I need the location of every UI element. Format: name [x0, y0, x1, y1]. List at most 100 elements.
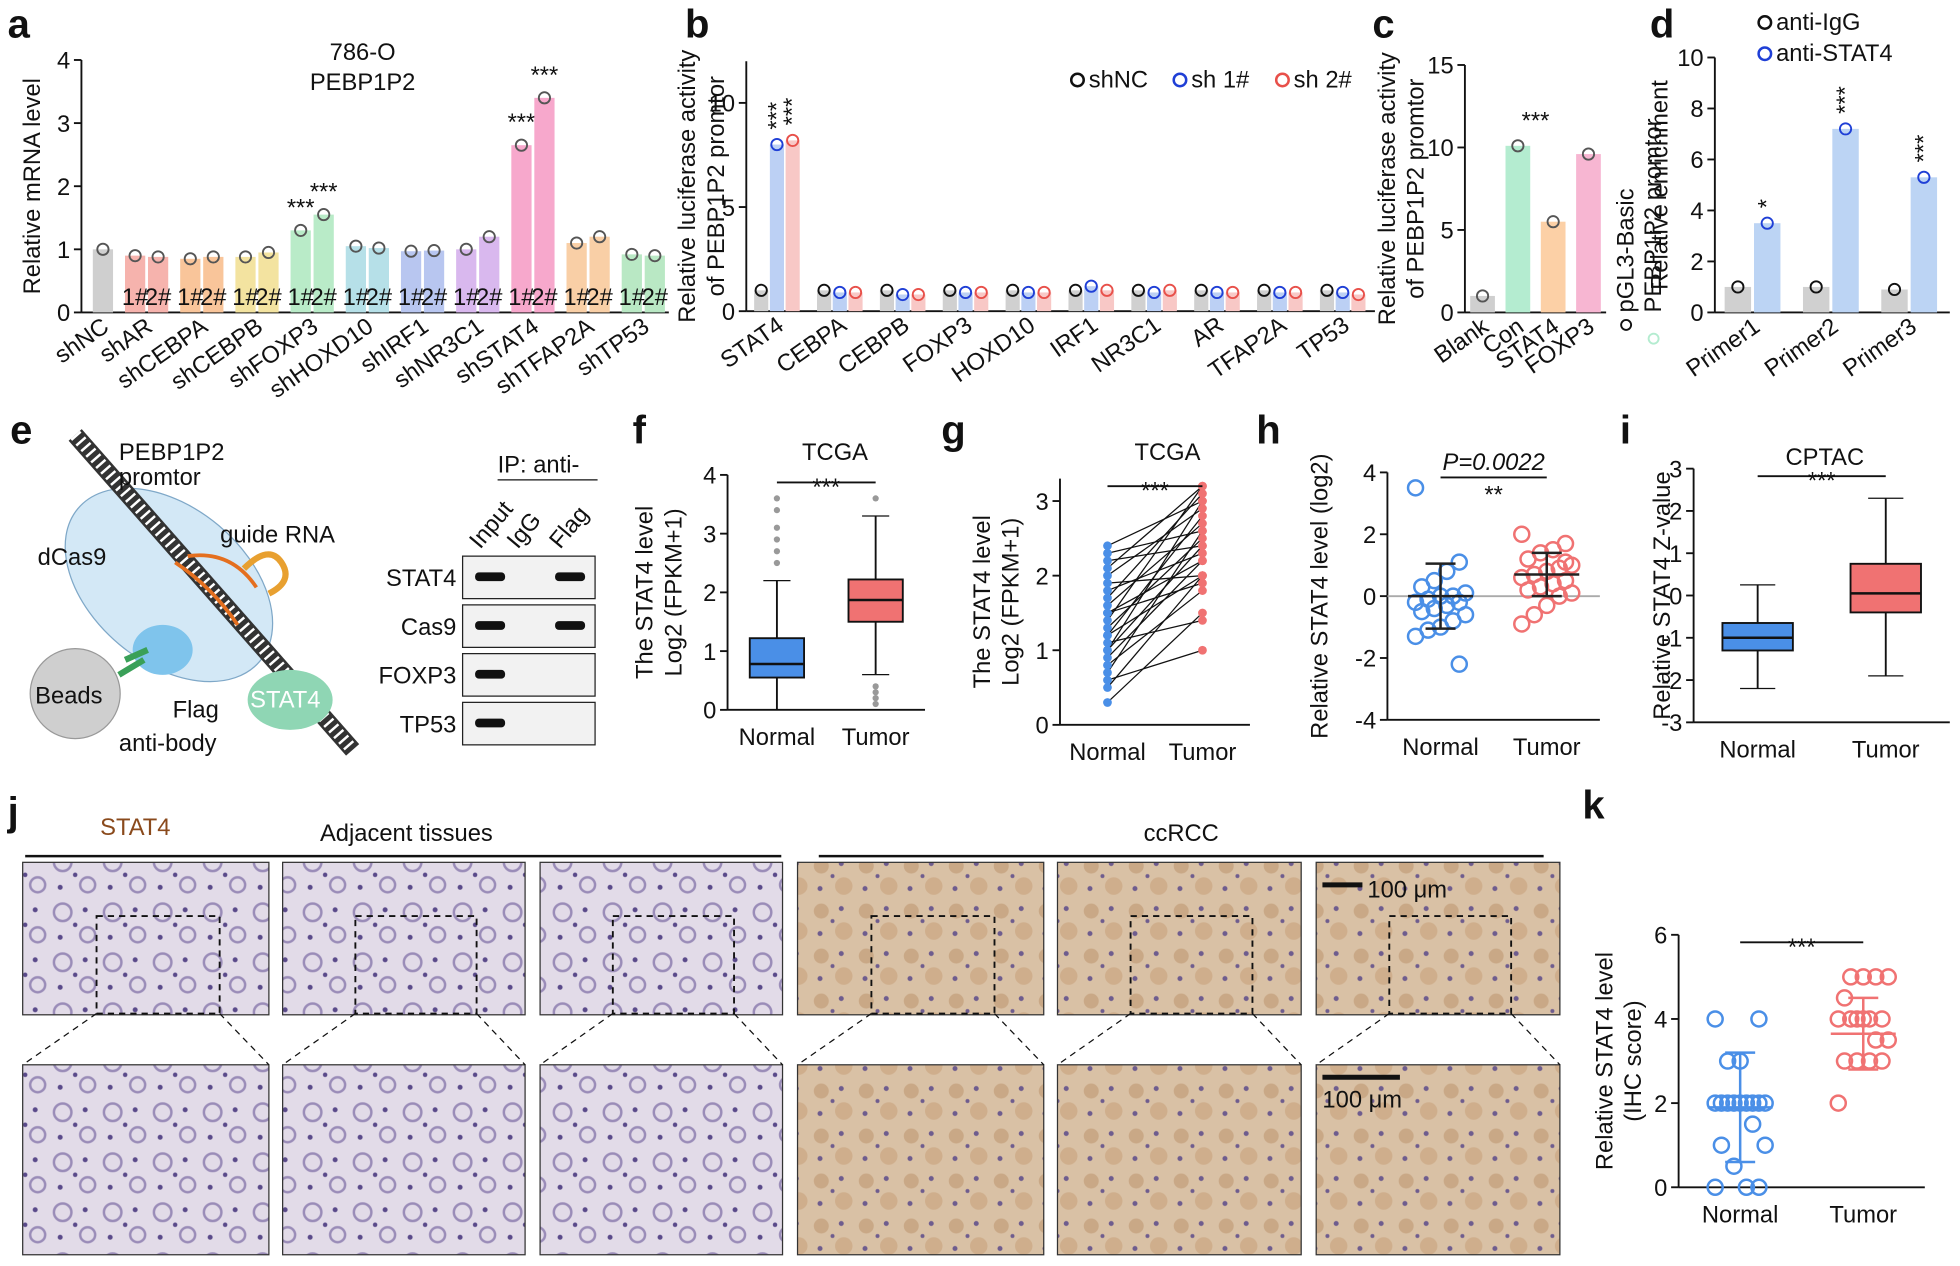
blot-frame [461, 701, 596, 746]
bar-dot [1006, 283, 1020, 297]
sig-stars: *** [764, 102, 790, 130]
sig-stars: *** [310, 180, 338, 206]
bar-dot [1226, 285, 1240, 300]
bar-label: 1# [232, 285, 259, 311]
p-value: P=0.0022 [1443, 450, 1545, 476]
point [1513, 525, 1531, 544]
stat4-blob [247, 669, 333, 730]
bar-label: 2# [145, 285, 172, 311]
zoom-box [1129, 915, 1254, 1015]
legend-label: shNC [1089, 67, 1148, 93]
bar-dot [1084, 279, 1098, 293]
legend-marker [1069, 72, 1085, 88]
chart-title: CPTAC [1785, 445, 1864, 471]
x-tick-label: Primer3 [1839, 314, 1922, 383]
bar [1540, 221, 1566, 313]
y-tick-label: 4 [1690, 199, 1703, 225]
y-tick-label: 0 [703, 699, 716, 725]
legend-marker [1649, 320, 1659, 330]
scale-label: 100 μm [1367, 877, 1447, 903]
bar-dot [1581, 147, 1596, 161]
point [1829, 1010, 1848, 1028]
bar-label: 2# [366, 285, 393, 311]
point [1750, 1178, 1768, 1197]
bar-label: 2# [421, 285, 448, 311]
point [1835, 1052, 1854, 1070]
point [1103, 601, 1112, 610]
y-tick-label: 3 [1669, 457, 1682, 483]
y-axis-label: The STAT4 level [970, 515, 996, 688]
bar-dot [1210, 285, 1224, 300]
point [1706, 1178, 1724, 1197]
blot-band [475, 669, 506, 679]
point [1406, 479, 1425, 497]
point [1103, 616, 1112, 625]
bar-dot [183, 252, 197, 266]
bar-label: 2# [531, 285, 558, 311]
bar-dot [848, 285, 863, 300]
pair-line [1107, 530, 1203, 554]
y-tick-label: -4 [1355, 709, 1376, 735]
legend-label: sh 2# [1294, 67, 1353, 93]
bar [511, 145, 532, 313]
bar [92, 249, 114, 313]
chart-title: TCGA [1134, 440, 1200, 466]
outlier [872, 694, 879, 702]
point [1519, 581, 1537, 599]
bar-dot [261, 245, 276, 260]
bar-label: 1# [619, 285, 646, 311]
point [1706, 1094, 1724, 1112]
pair-line [1107, 575, 1203, 584]
zoom-line [994, 1013, 1045, 1066]
legend-marker [1757, 14, 1773, 30]
bar-dot [459, 242, 473, 256]
point [1867, 968, 1885, 986]
zoom-line [1251, 1013, 1302, 1066]
point [1712, 1094, 1731, 1112]
point [1712, 1136, 1731, 1154]
bar-dot [754, 283, 768, 297]
bar [345, 246, 366, 313]
zoom-line [282, 1013, 356, 1066]
sig-stars: *** [1788, 935, 1816, 961]
diagram-label: anti-body [119, 731, 217, 757]
y-tick-label: 10 [1677, 46, 1703, 72]
y-tick-label: 5 [1440, 219, 1453, 245]
bar-label: 1# [287, 285, 314, 311]
y-tick-label: 8 [1690, 97, 1703, 123]
sig-stars: *** [1808, 469, 1836, 495]
blot-column: Flag [545, 502, 595, 554]
bar [235, 256, 256, 313]
legend-label: anti-STAT4 [1776, 41, 1893, 67]
bar-dot [1917, 170, 1931, 184]
bar [785, 140, 800, 312]
y-tick-label: 4 [703, 464, 716, 490]
bar-dot [537, 91, 551, 105]
ihc-tile [1315, 861, 1561, 1016]
bar-dot [206, 250, 220, 264]
bar-label: 1# [398, 285, 425, 311]
point [1743, 1115, 1762, 1133]
bar-label: 1# [563, 285, 590, 311]
y-axis-label: Relative luciferase activity [675, 50, 701, 323]
panel-label: f [633, 409, 647, 453]
point [1873, 1052, 1891, 1070]
x-tick-label: AR [1187, 312, 1229, 352]
bar-dot [1511, 139, 1525, 153]
y-tick-label: 4 [1363, 461, 1376, 487]
point [1103, 698, 1112, 707]
pair-line [1107, 575, 1203, 636]
y-axis-label: of PEBP1P2 promtor [704, 76, 730, 296]
ihc-tile [1056, 861, 1302, 1016]
diagram-label: dCas9 [38, 545, 107, 571]
y-tick-label: 10 [709, 92, 735, 118]
point [1103, 675, 1112, 685]
blot-row-label: TP53 [400, 712, 457, 738]
bar-dot [238, 250, 253, 264]
bar-dot [1320, 283, 1334, 297]
y-tick-label: 2 [57, 175, 70, 201]
panel-j: j STAT4 Adjacent tissues ccRCC 100 μm 10… [7, 790, 1561, 1256]
bar-dot [1731, 280, 1745, 294]
